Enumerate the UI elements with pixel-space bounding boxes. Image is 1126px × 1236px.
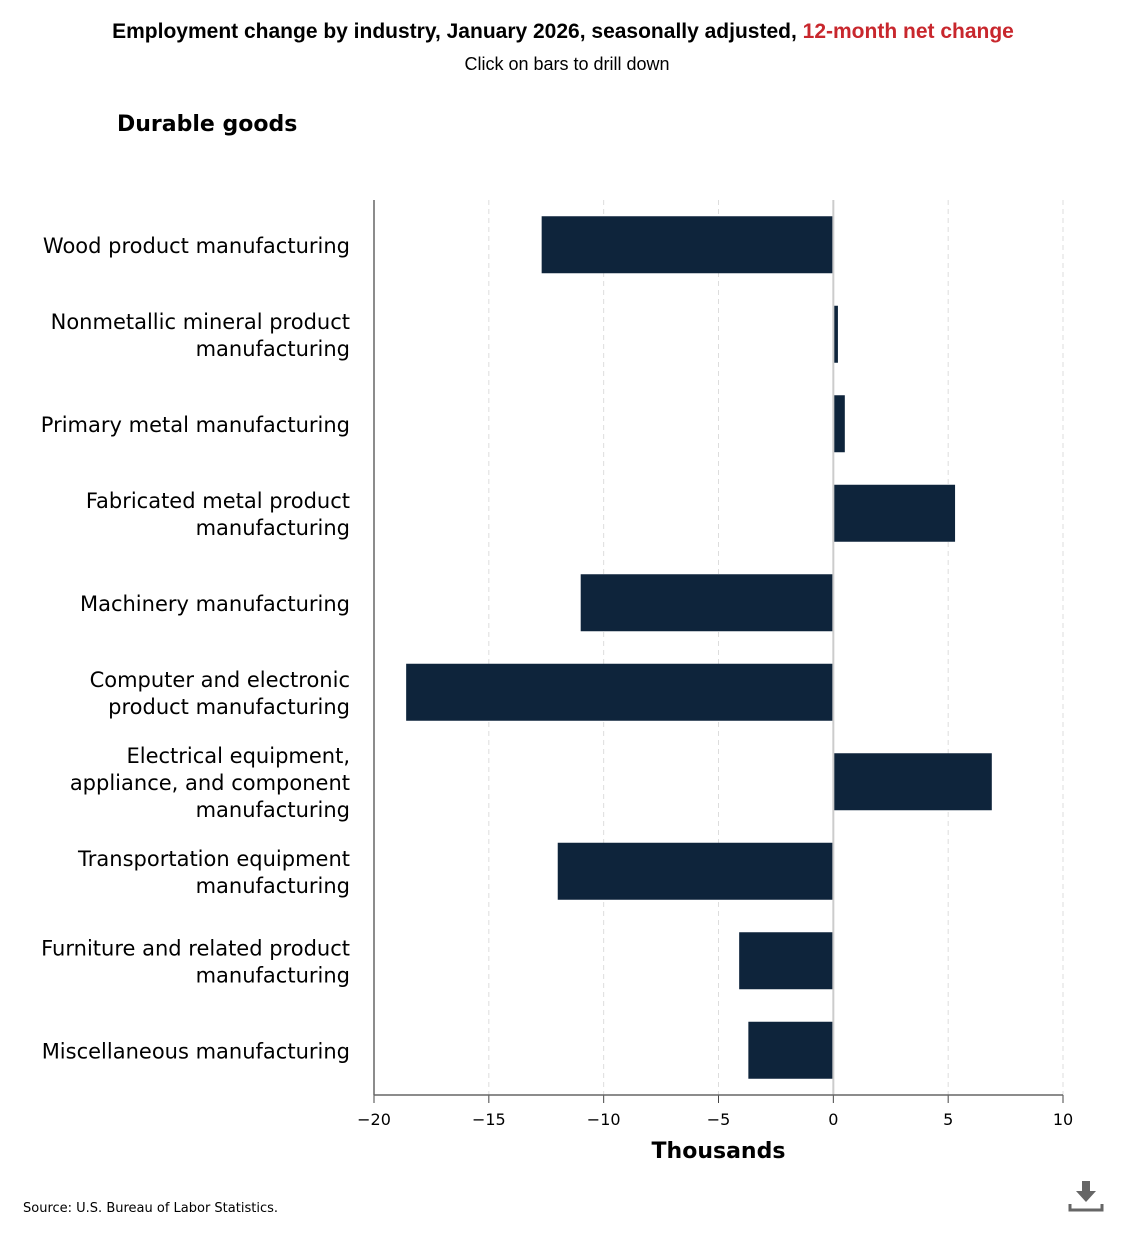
category-label: Machinery manufacturing bbox=[80, 592, 350, 616]
chart-subtitle: Click on bars to drill down bbox=[464, 54, 670, 74]
x-axis-title: Thousands bbox=[652, 1139, 786, 1164]
group-title: Durable goods bbox=[117, 112, 298, 137]
x-tick-label: 5 bbox=[943, 1110, 953, 1129]
category-label: product manufacturing bbox=[108, 695, 350, 719]
category-label: manufacturing bbox=[196, 874, 350, 898]
category-label: Electrical equipment, bbox=[126, 744, 350, 768]
category-label: manufacturing bbox=[196, 516, 350, 540]
category-label: manufacturing bbox=[196, 963, 350, 987]
title-highlight: 12-month net change bbox=[802, 20, 1014, 43]
chart-title: Employment change by industry, January 2… bbox=[0, 20, 1126, 44]
bar[interactable] bbox=[833, 395, 845, 453]
bar[interactable] bbox=[580, 574, 834, 632]
category-label: Nonmetallic mineral product bbox=[51, 310, 350, 334]
source-note: Source: U.S. Bureau of Labor Statistics. bbox=[23, 1201, 278, 1216]
category-label: Computer and electronic bbox=[90, 668, 350, 692]
category-label: Miscellaneous manufacturing bbox=[42, 1039, 350, 1063]
bar[interactable] bbox=[833, 753, 992, 811]
x-tick-label: −5 bbox=[707, 1110, 731, 1129]
category-label: Wood product manufacturing bbox=[43, 234, 350, 258]
category-label: Transportation equipment bbox=[77, 847, 350, 871]
bar[interactable] bbox=[833, 484, 956, 542]
bar[interactable] bbox=[541, 216, 834, 274]
category-label: Fabricated metal product bbox=[86, 489, 350, 513]
category-label: manufacturing bbox=[196, 798, 350, 822]
bar[interactable] bbox=[833, 305, 838, 363]
x-tick-label: 10 bbox=[1053, 1110, 1073, 1129]
category-label: Furniture and related product bbox=[41, 936, 350, 960]
download-icon[interactable] bbox=[1068, 1178, 1104, 1214]
bar[interactable] bbox=[739, 932, 834, 990]
bar[interactable] bbox=[557, 842, 834, 900]
category-label: appliance, and component bbox=[70, 771, 350, 795]
title-text: Employment change by industry, January 2… bbox=[112, 20, 803, 43]
bar[interactable] bbox=[406, 663, 834, 721]
category-label: Primary metal manufacturing bbox=[41, 413, 350, 437]
x-tick-label: 0 bbox=[828, 1110, 838, 1129]
x-tick-label: −15 bbox=[472, 1110, 506, 1129]
bar[interactable] bbox=[748, 1021, 834, 1079]
x-tick-label: −20 bbox=[357, 1110, 391, 1129]
x-tick-label: −10 bbox=[587, 1110, 621, 1129]
category-label: manufacturing bbox=[196, 337, 350, 361]
